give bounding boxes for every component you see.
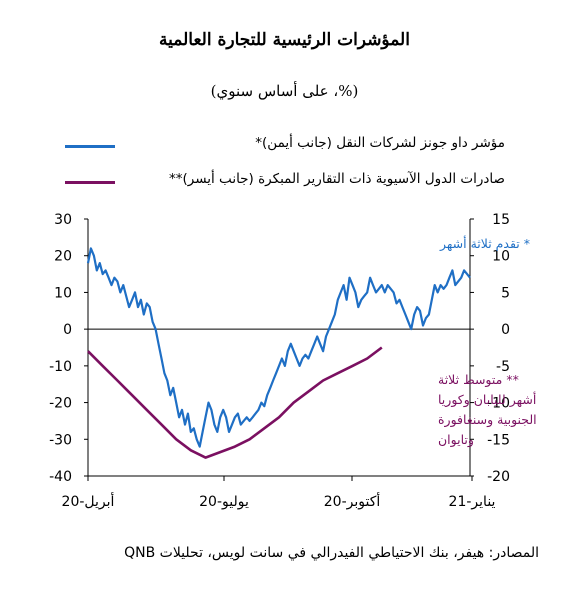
x-tick-label: أبريل-20	[62, 492, 115, 510]
legend-swatch-asian-exports	[65, 181, 115, 184]
chart-title: المؤشرات الرئيسية للتجارة العالمية	[159, 30, 410, 50]
right-tick-label: -20	[487, 469, 510, 485]
x-tick-label: يناير-21	[449, 494, 496, 510]
right-tick-label: 0	[501, 322, 510, 338]
annotation-purple-line: ** متوسط ثلاثة	[438, 372, 519, 388]
legend-item-asian-exports: صادرات الدول الآسيوية ذات التقارير المبك…	[65, 171, 505, 193]
series-line-dow-jones	[86, 247, 471, 448]
left-tick-label: 30	[54, 212, 72, 228]
left-tick-label: -10	[49, 359, 72, 375]
right-tick-label: -10	[487, 396, 510, 412]
chart-subtitle: (%، على أساس سنوي)	[210, 82, 359, 100]
x-tick-label: أكتوبر-20	[324, 492, 381, 510]
legend-item-dow-jones: مؤشر داو جونز لشركات النقل (جانب أيمن)*	[65, 135, 505, 157]
annotation-blue: * تقدم ثلاثة أشهر	[439, 235, 530, 252]
annotation-purple-line: أشهر لليابان وكوريا	[438, 391, 536, 408]
annotation-purple-line: الجنوبية وسنغافورة	[438, 412, 537, 428]
right-tick-label: 15	[492, 212, 510, 228]
left-tick-label: 20	[54, 249, 72, 265]
annotation-purple-line: وتايوان	[438, 432, 474, 448]
left-tick-label: -20	[49, 396, 72, 412]
legend-label-asian-exports: صادرات الدول الآسيوية ذات التقارير المبك…	[169, 171, 505, 187]
left-tick-label: 0	[63, 322, 72, 338]
series-line-asian-exports	[87, 346, 383, 459]
legend-label-dow-jones: مؤشر داو جونز لشركات النقل (جانب أيمن)*	[255, 135, 505, 151]
legend-swatch-dow-jones	[65, 145, 115, 148]
left-tick-label: -40	[49, 469, 72, 485]
left-tick-label: 10	[54, 285, 72, 301]
right-tick-label: 10	[492, 249, 510, 265]
right-tick-label: -5	[496, 359, 510, 375]
x-tick-label: يوليو-20	[199, 494, 249, 510]
source-note: المصادر: هيفر، بنك الاحتياطي الفيدرالي ف…	[124, 545, 539, 561]
right-tick-label: 5	[501, 285, 510, 301]
left-tick-label: -30	[49, 432, 72, 448]
right-tick-label: -15	[487, 432, 510, 448]
